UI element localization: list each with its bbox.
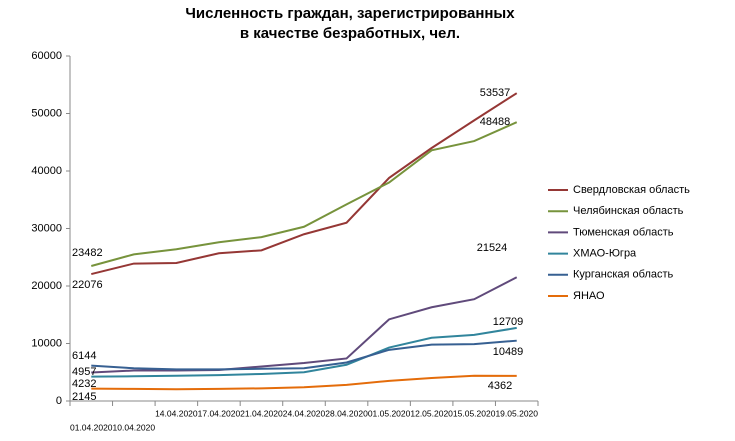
x-tick-label: 21.04.2020 bbox=[240, 408, 283, 418]
x-tick-label: 24.04.2020 bbox=[283, 408, 326, 418]
x-tick-label: 15.05.2020 bbox=[453, 408, 496, 418]
data-label: 10489 bbox=[493, 346, 524, 358]
x-tick-label: 28.04.2020 bbox=[325, 408, 368, 418]
series-line bbox=[91, 326, 517, 378]
y-tick-label: 50000 bbox=[31, 107, 62, 119]
data-label: 4362 bbox=[488, 380, 512, 392]
series-line bbox=[91, 92, 518, 276]
chart-title: Численность граждан, зарегистрированных bbox=[185, 5, 515, 22]
series-line bbox=[91, 339, 517, 371]
data-label: 48488 bbox=[480, 116, 511, 128]
data-label: 21524 bbox=[477, 242, 508, 254]
series-line bbox=[91, 276, 518, 374]
legend-label: Свердловская область bbox=[573, 184, 690, 196]
chart-title: в качестве безработных, чел. bbox=[240, 25, 460, 42]
legend-label: Курганская область bbox=[573, 269, 674, 281]
x-tick-label: 10.04.2020 bbox=[113, 422, 156, 432]
y-tick-label: 30000 bbox=[31, 222, 62, 234]
x-tick-label: 01.05.2020 bbox=[368, 408, 411, 418]
data-label: 53537 bbox=[480, 87, 511, 99]
x-tick-label: 17.04.2020 bbox=[198, 408, 241, 418]
y-tick-label: 60000 bbox=[31, 50, 62, 62]
x-tick-label: 12.05.2020 bbox=[410, 408, 453, 418]
data-label: 2145 bbox=[72, 391, 96, 403]
y-tick-label: 20000 bbox=[31, 280, 62, 292]
legend-label: Челябинская область bbox=[573, 205, 684, 217]
data-label: 23482 bbox=[72, 247, 103, 259]
legend-label: ХМАО-Югра bbox=[573, 248, 637, 260]
y-tick-label: 40000 bbox=[31, 165, 62, 177]
data-label: 6144 bbox=[72, 350, 96, 362]
x-tick-label: 19.05.2020 bbox=[495, 408, 538, 418]
data-label: 12709 bbox=[493, 316, 524, 328]
series-line bbox=[91, 121, 518, 267]
series-line bbox=[91, 374, 517, 391]
data-label: 4232 bbox=[72, 378, 96, 390]
data-label: 4957 bbox=[72, 366, 96, 378]
legend-label: Тюменская область bbox=[573, 226, 674, 238]
y-tick-label: 10000 bbox=[31, 337, 62, 349]
data-label: 22076 bbox=[72, 279, 103, 291]
y-tick-label: 0 bbox=[56, 395, 62, 407]
legend-label: ЯНАО bbox=[573, 290, 605, 302]
x-tick-label: 01.04.2020 bbox=[70, 422, 113, 432]
x-tick-label: 14.04.2020 bbox=[155, 408, 198, 418]
